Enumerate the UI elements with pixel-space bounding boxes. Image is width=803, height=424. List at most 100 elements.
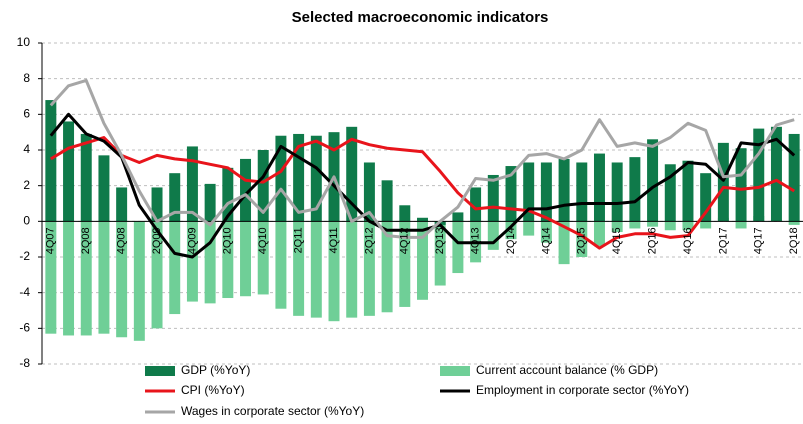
y-tick-label: 8 [23, 71, 30, 85]
x-tick-label: 2Q17 [717, 227, 729, 254]
x-tick-label: 4Q10 [257, 227, 269, 254]
line [50, 136, 795, 250]
x-tick-label: 2Q09 [151, 227, 163, 254]
bar [558, 158, 570, 222]
bar [169, 221, 181, 315]
x-tick-label: 2Q11 [293, 227, 305, 253]
bar [717, 142, 729, 222]
bar [116, 221, 128, 338]
x-tick-label: 4Q07 [45, 227, 57, 254]
x-tick-label: 4Q11 [328, 227, 340, 253]
bar [735, 221, 747, 229]
bar [240, 158, 252, 222]
bar [700, 221, 712, 229]
x-tick-label: 2Q14 [505, 227, 517, 254]
bar [222, 167, 234, 222]
bar [540, 221, 552, 243]
x-tick-label: 2Q18 [788, 227, 800, 254]
bar [558, 221, 570, 265]
bar [204, 183, 216, 222]
bar [682, 160, 694, 222]
bar [629, 221, 641, 229]
y-tick-label: 4 [23, 142, 30, 156]
bar [505, 166, 517, 222]
bar [576, 162, 588, 222]
bar [523, 162, 535, 222]
bar [151, 221, 163, 329]
y-tick-label: -8 [19, 356, 30, 370]
x-tick-label: 4Q15 [611, 227, 623, 254]
legend-label: CPI (%YoY) [181, 383, 245, 397]
bar [169, 173, 181, 222]
x-tick-label: 4Q13 [469, 227, 481, 254]
x-tick-label: 4Q14 [540, 227, 552, 254]
bar [470, 187, 482, 222]
y-tick-label: 6 [23, 107, 30, 121]
bar [700, 173, 712, 222]
y-tick-label: -2 [19, 249, 30, 263]
bar [98, 155, 110, 222]
bar [257, 221, 269, 295]
bar [505, 221, 517, 240]
legend-label: Employment in corporate sector (%YoY) [476, 383, 689, 397]
bar [487, 174, 499, 222]
bar [647, 139, 659, 222]
bar [417, 217, 428, 222]
bar [647, 221, 659, 227]
bar [381, 180, 393, 222]
bar [63, 121, 75, 222]
bar [310, 135, 322, 222]
bar [593, 153, 605, 222]
legend-label: GDP (%YoY) [181, 363, 250, 377]
bar [363, 221, 375, 316]
x-tick-label: 4Q09 [186, 227, 198, 254]
bar [487, 221, 499, 250]
x-tick-label: 2Q15 [576, 227, 588, 254]
y-tick-label: -4 [19, 285, 30, 299]
bar [45, 221, 57, 334]
bar [576, 221, 588, 257]
x-tick-label: 4Q08 [116, 227, 128, 254]
bar [363, 162, 375, 222]
y-tick-label: 10 [17, 35, 31, 49]
x-tick-label: 2Q10 [222, 227, 234, 254]
bar [80, 133, 92, 222]
bar [452, 221, 464, 274]
bar [417, 221, 428, 300]
bar [788, 221, 800, 225]
bar [682, 221, 694, 231]
bar [275, 221, 287, 309]
bar [399, 205, 411, 222]
x-tick-label: 4Q12 [399, 227, 411, 254]
bar [275, 135, 287, 222]
bar [116, 187, 128, 222]
x-tick-label: 2Q16 [646, 227, 658, 254]
x-tick-label: 4Q17 [753, 227, 765, 254]
x-tick-label: 2Q12 [363, 227, 375, 254]
bar [434, 221, 446, 286]
legend-label: Wages in corporate sector (%YoY) [181, 404, 364, 418]
bar [753, 128, 765, 222]
bar [222, 221, 234, 299]
x-tick-label: 2Q08 [80, 227, 92, 254]
bar [593, 221, 605, 247]
bar [664, 221, 676, 231]
bar [293, 221, 305, 316]
legend-label: Current account balance (% GDP) [476, 363, 658, 377]
line [49, 78, 795, 239]
x-tick-label: 4Q16 [682, 227, 694, 254]
bar [63, 221, 75, 336]
bar [770, 126, 782, 222]
bar [186, 146, 198, 222]
bar [399, 221, 411, 307]
bar [80, 221, 92, 336]
bar [133, 221, 145, 341]
bar [735, 148, 747, 222]
bar [540, 162, 552, 222]
bar [240, 221, 252, 297]
bar [346, 126, 358, 222]
bar [611, 221, 623, 233]
bar [45, 100, 57, 222]
chart-title: Selected macroeconomic indicators [292, 9, 549, 26]
